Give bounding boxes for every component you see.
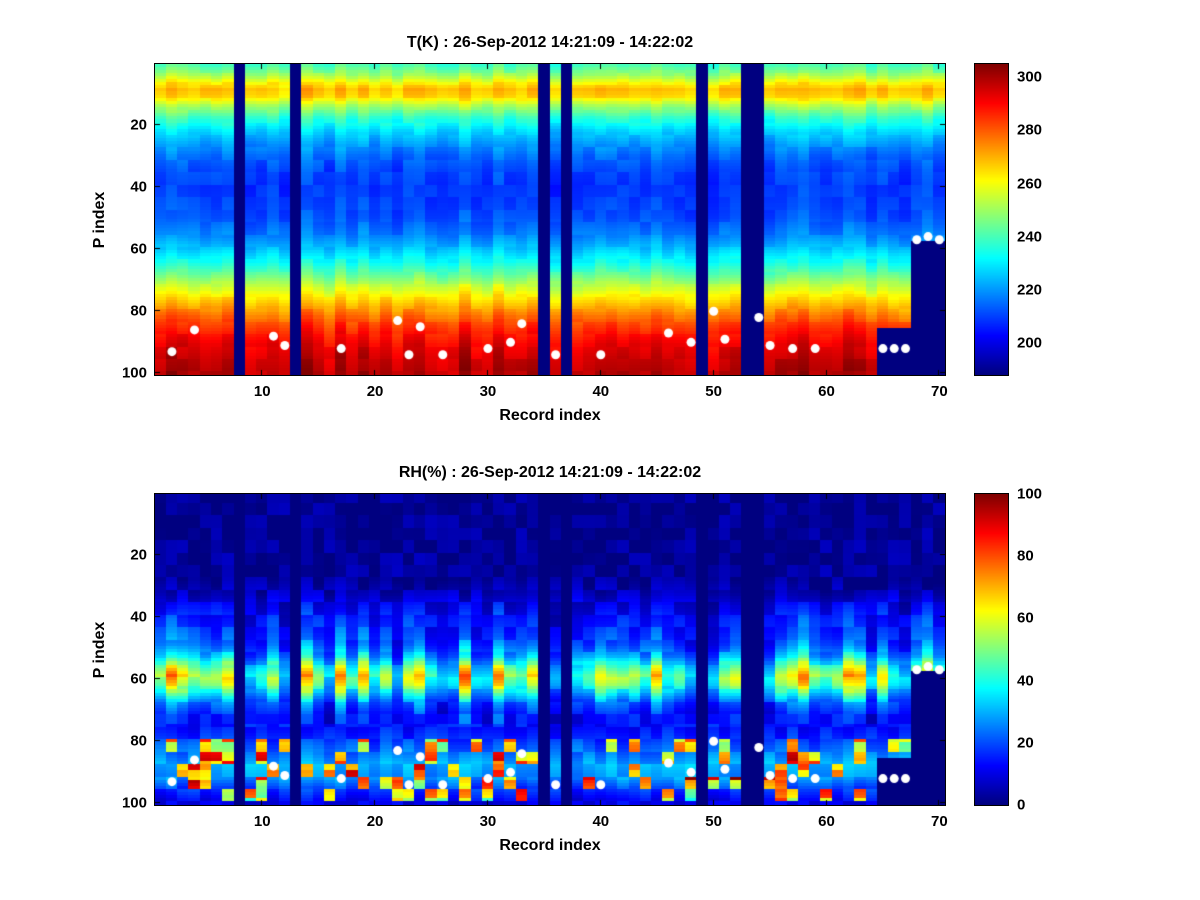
colorbar-tick-label: 60 [1017, 609, 1034, 627]
y-tick-label: 100 [121, 794, 147, 812]
colorbar-tick-label: 280 [1017, 121, 1043, 139]
humidity-x-axis-label: Record index [499, 837, 601, 854]
temperature-plot-title: T(K) : 26-Sep-2012 14:21:09 - 14:22:02 [406, 34, 694, 51]
colorbar-tick-label: 40 [1017, 672, 1034, 690]
y-tick-label: 80 [130, 732, 147, 750]
colorbar-tick-label: 220 [1017, 281, 1043, 299]
x-tick-label: 30 [479, 383, 497, 400]
x-tick-label: 40 [592, 813, 610, 830]
temperature-heatmap-canvas [154, 63, 946, 376]
x-tick-label: 60 [818, 383, 835, 400]
x-tick-label: 20 [366, 383, 384, 400]
colorbar-tick-label: 100 [1017, 485, 1043, 503]
x-tick-label: 20 [366, 813, 384, 830]
humidity-plot-title: RH(%) : 26-Sep-2012 14:21:09 - 14:22:02 [398, 464, 702, 481]
x-tick-label: 70 [931, 383, 948, 400]
x-tick-label: 10 [253, 383, 271, 400]
temperature-colorbar [974, 63, 1009, 376]
y-tick-label: 40 [130, 608, 147, 626]
y-tick-label: 100 [121, 364, 147, 382]
x-tick-label: 40 [592, 383, 610, 400]
temperature-x-axis-label: Record index [499, 407, 601, 424]
colorbar-tick-label: 80 [1017, 547, 1034, 565]
x-tick-label: 30 [479, 813, 497, 830]
colorbar-tick-label: 20 [1017, 734, 1034, 752]
colorbar-tick-label: 0 [1017, 796, 1026, 814]
x-tick-label: 60 [818, 813, 835, 830]
humidity-heatmap-canvas [154, 493, 946, 806]
x-tick-label: 50 [705, 383, 722, 400]
humidity-colorbar [974, 493, 1009, 806]
colorbar-tick-label: 240 [1017, 228, 1043, 246]
y-tick-label: 60 [130, 670, 147, 688]
colorbar-tick-label: 260 [1017, 175, 1043, 193]
temperature-y-axis-label: P index [91, 191, 108, 248]
y-tick-label: 40 [130, 178, 147, 196]
x-tick-label: 50 [705, 813, 722, 830]
colorbar-tick-label: 300 [1017, 68, 1043, 86]
y-tick-label: 20 [130, 116, 147, 134]
x-tick-label: 10 [253, 813, 271, 830]
y-tick-label: 20 [130, 546, 147, 564]
humidity-y-axis-label: P index [91, 621, 108, 678]
colorbar-tick-label: 200 [1017, 334, 1043, 352]
x-tick-label: 70 [931, 813, 948, 830]
y-tick-label: 80 [130, 302, 147, 320]
y-tick-label: 60 [130, 240, 147, 258]
